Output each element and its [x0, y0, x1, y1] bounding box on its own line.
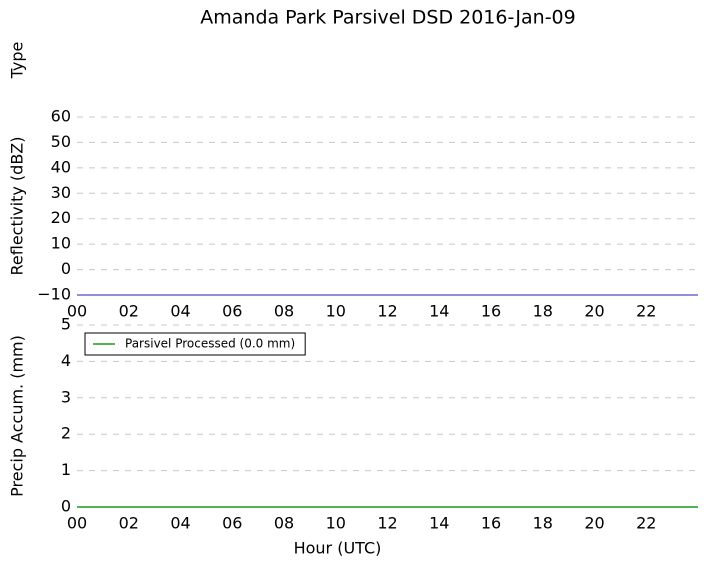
y-tick-label: 20: [51, 208, 71, 227]
x-tick-label: 02: [119, 514, 139, 533]
x-tick-label: 16: [481, 302, 501, 321]
x-tick-label: 20: [584, 302, 604, 321]
x-tick-label: 22: [636, 514, 656, 533]
x-tick-label: 08: [274, 514, 294, 533]
y-tick-label: 4: [61, 351, 71, 370]
x-tick-label: 22: [636, 302, 656, 321]
y-tick-label: 40: [51, 157, 71, 176]
x-tick-label: 18: [533, 514, 553, 533]
x-tick-label: 04: [170, 514, 190, 533]
x-tick-label: 16: [481, 514, 501, 533]
y-axis-label: Precip Accum. (mm): [8, 335, 27, 497]
chart-title: Amanda Park Parsivel DSD 2016-Jan-09: [200, 7, 575, 29]
x-tick-label: 04: [170, 302, 190, 321]
x-tick-label: 14: [429, 514, 449, 533]
y-tick-label: 0: [61, 497, 71, 516]
y-tick-label: 5: [61, 315, 71, 334]
y-tick-label: 2: [61, 424, 71, 443]
y-tick-label: 50: [51, 132, 71, 151]
x-tick-label: 00: [67, 302, 87, 321]
x-tick-label: 12: [377, 514, 397, 533]
x-tick-label: 14: [429, 302, 449, 321]
y-tick-label: 3: [61, 387, 71, 406]
x-axis-label: Hour (UTC): [294, 539, 382, 558]
y-tick-label: 30: [51, 183, 71, 202]
y-tick-label: −10: [37, 285, 71, 304]
x-tick-label: 10: [326, 302, 346, 321]
x-tick-label: 08: [274, 302, 294, 321]
y-tick-label: 1: [61, 460, 71, 479]
x-tick-label: 00: [67, 514, 87, 533]
y-tick-label: 60: [51, 107, 71, 126]
x-tick-label: 20: [584, 514, 604, 533]
x-tick-label: 10: [326, 514, 346, 533]
x-tick-label: 06: [222, 302, 242, 321]
legend-label: Parsivel Processed (0.0 mm): [125, 337, 295, 351]
legend: Parsivel Processed (0.0 mm): [84, 332, 306, 356]
y-axis-label: Reflectivity (dBZ): [8, 137, 27, 276]
x-tick-label: 18: [533, 302, 553, 321]
x-tick-label: 02: [119, 302, 139, 321]
x-tick-label: 06: [222, 514, 242, 533]
y-axis-label: Type: [8, 42, 27, 80]
y-tick-label: 0: [61, 259, 71, 278]
legend-box: [84, 332, 306, 356]
y-tick-label: 10: [51, 234, 71, 253]
x-tick-label: 12: [377, 302, 397, 321]
